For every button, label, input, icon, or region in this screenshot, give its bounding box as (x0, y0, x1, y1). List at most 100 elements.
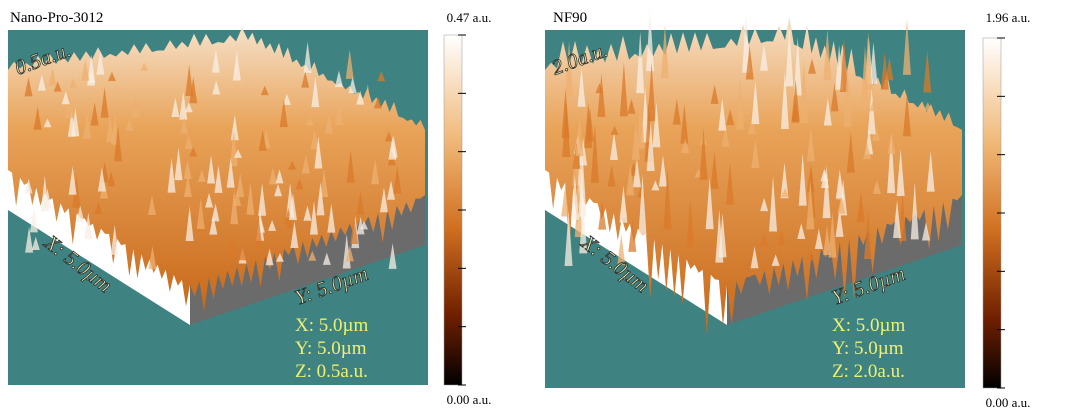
surface-peak (303, 41, 312, 73)
surface-peak (926, 151, 935, 192)
surface-peak (561, 88, 570, 139)
surface-peak (363, 83, 372, 110)
surface-peak (285, 219, 294, 229)
surface-peak (651, 180, 660, 191)
surface-peak (725, 162, 734, 205)
surface-peak (114, 125, 123, 162)
surface-peak (570, 175, 579, 220)
surface-peak (718, 98, 727, 131)
surface-peak (360, 221, 369, 230)
surface-peak (759, 43, 768, 71)
surface-peak (565, 41, 574, 97)
surface-peak (846, 132, 855, 173)
surface-peak (590, 123, 599, 183)
surface-peak (316, 182, 325, 216)
surface-peak (350, 217, 359, 245)
surface-peak (268, 220, 277, 231)
surface-peak (258, 183, 267, 216)
surface-peak (214, 165, 223, 193)
surface-peak (769, 176, 778, 232)
surface-peak (76, 205, 85, 223)
surface-peak (785, 27, 794, 87)
surface-peak (185, 64, 194, 96)
surface-peak (284, 208, 293, 225)
surface-peak (658, 155, 667, 187)
surface-peak (745, 45, 754, 80)
surface-peak (386, 180, 395, 200)
surface-peak (797, 223, 806, 239)
surface-peak (96, 50, 105, 75)
surface-peak (805, 250, 814, 261)
surface-peak (578, 153, 587, 217)
surface-peak (288, 192, 297, 221)
surface-peak (718, 212, 727, 258)
surface-peak (823, 225, 832, 256)
surface-peak (356, 90, 365, 105)
surface-peak (275, 253, 284, 262)
surface-peak (236, 173, 245, 198)
surface-peak (180, 117, 189, 134)
surface-peak (310, 129, 319, 150)
surface-peak (233, 149, 242, 158)
surface-peak (279, 99, 288, 128)
surface-peak (595, 83, 604, 94)
surface-peak (631, 120, 640, 160)
surface-peak (246, 181, 255, 215)
surface-peak (742, 11, 751, 73)
surface-peak (131, 90, 140, 118)
surface-peak (254, 215, 263, 250)
surface-peak (887, 131, 896, 154)
surface-peak (301, 154, 310, 174)
surface-peak (196, 197, 205, 230)
surface-peak (53, 81, 62, 92)
surface-peak (72, 174, 81, 208)
surface-peak (814, 228, 823, 250)
surface-peak (880, 52, 889, 90)
surface-peak (384, 131, 393, 142)
surface-peak (105, 115, 114, 143)
surface-peak (205, 192, 214, 208)
surface-peak (29, 207, 38, 233)
surface-peak (820, 168, 829, 182)
surface-peak (686, 199, 695, 248)
surface-peak (860, 46, 869, 108)
surface-peak (239, 243, 248, 261)
scan-info: X: 5.0µm (832, 315, 905, 336)
colorbar-max: 0.47 a.u. (447, 10, 492, 25)
surface-peak (258, 129, 267, 151)
surface-peak (140, 62, 149, 71)
surface-peak (184, 102, 193, 113)
surface-peak (867, 88, 876, 135)
surface-peak (577, 67, 586, 107)
surface-peak (40, 175, 49, 212)
scan-info: Z: 2.0a.u. (832, 361, 905, 382)
surface-peak (265, 248, 274, 266)
surface-peak (923, 50, 932, 93)
surface-peak (871, 126, 880, 141)
surface-peak (301, 71, 310, 88)
surface-peak (179, 91, 188, 120)
surface-peak (837, 196, 846, 214)
surface-peak (373, 96, 382, 109)
surface-peak (798, 152, 807, 206)
surface-peak (83, 111, 92, 139)
surface-peak (830, 82, 839, 112)
surface-peak (822, 165, 831, 219)
surface-peak (628, 218, 637, 252)
surface-peak (320, 169, 329, 198)
surface-peak (324, 112, 333, 134)
surface-peak (923, 102, 932, 111)
surface-peak (636, 31, 645, 94)
surface-peak (647, 62, 656, 122)
surface-peak (184, 135, 193, 150)
surface-peak (863, 142, 872, 160)
surface-peak (806, 125, 815, 162)
surface-peak (680, 103, 689, 144)
surface-peak (646, 122, 655, 172)
surface-peak (125, 119, 134, 131)
surface-peak (646, 9, 655, 72)
surface-peak (607, 165, 616, 187)
